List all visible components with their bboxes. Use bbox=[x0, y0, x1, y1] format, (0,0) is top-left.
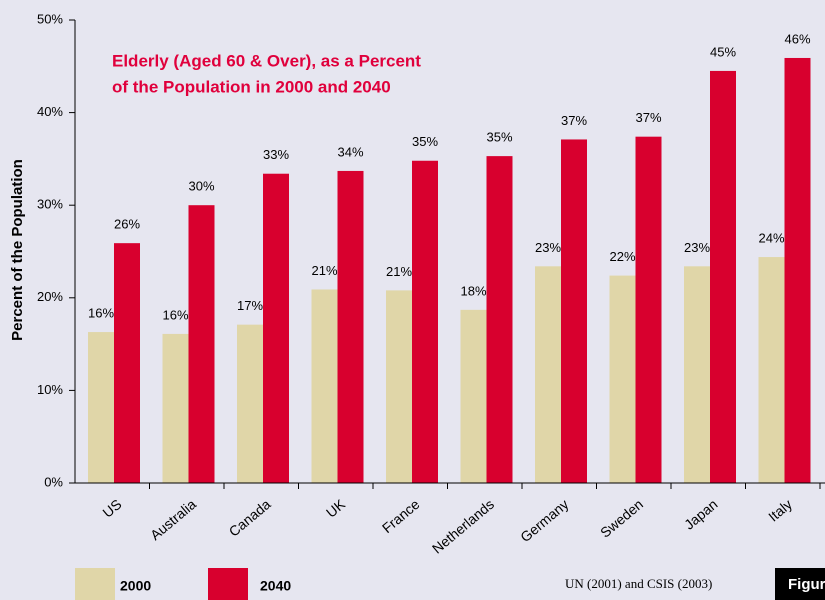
bar bbox=[311, 289, 338, 483]
data-label: 45% bbox=[710, 44, 736, 59]
data-label: 30% bbox=[188, 179, 214, 194]
bar bbox=[561, 139, 587, 484]
data-label: 24% bbox=[758, 230, 784, 245]
data-label: 46% bbox=[784, 31, 810, 46]
data-label: 17% bbox=[237, 298, 263, 313]
bar bbox=[460, 309, 487, 483]
bar bbox=[162, 333, 189, 483]
bar bbox=[114, 243, 140, 483]
data-label: 16% bbox=[162, 307, 188, 322]
source: UN (2001) and CSIS (2003) bbox=[565, 576, 712, 591]
bar bbox=[337, 170, 364, 484]
figure-label-box bbox=[775, 568, 825, 600]
y-tick-label: 10% bbox=[37, 382, 63, 397]
bar bbox=[263, 173, 289, 483]
bar bbox=[609, 275, 636, 483]
legend-label: 2040 bbox=[260, 578, 291, 594]
bar bbox=[88, 332, 114, 483]
data-label: 18% bbox=[460, 283, 486, 298]
chart-title: Elderly (Aged 60 & Over), as a Percent bbox=[112, 51, 421, 70]
data-label: 23% bbox=[535, 240, 561, 255]
data-label: 33% bbox=[263, 147, 289, 162]
bar bbox=[237, 324, 263, 483]
data-label: 26% bbox=[114, 217, 140, 232]
bar bbox=[784, 57, 811, 483]
data-label: 37% bbox=[635, 110, 661, 125]
y-tick-label: 0% bbox=[44, 474, 63, 489]
data-label: 21% bbox=[386, 264, 412, 279]
y-tick-label: 40% bbox=[37, 104, 63, 119]
legend-swatch bbox=[75, 568, 115, 600]
bar bbox=[710, 70, 736, 484]
data-label: 22% bbox=[609, 249, 635, 264]
legend-swatch bbox=[208, 568, 248, 600]
bar bbox=[486, 156, 513, 483]
bar bbox=[535, 266, 561, 483]
bar bbox=[386, 290, 412, 483]
bar bbox=[758, 257, 785, 483]
y-tick-label: 30% bbox=[37, 197, 63, 212]
bar bbox=[412, 160, 438, 483]
y-tick-label: 50% bbox=[37, 11, 63, 26]
data-label: 35% bbox=[412, 134, 438, 149]
data-label: 23% bbox=[684, 240, 710, 255]
data-label: 34% bbox=[337, 144, 363, 159]
legend-label: 2000 bbox=[120, 578, 151, 594]
data-label: 35% bbox=[486, 130, 512, 145]
data-label: 16% bbox=[88, 305, 114, 320]
y-tick-label: 20% bbox=[37, 289, 63, 304]
bar bbox=[684, 266, 710, 483]
data-label: 37% bbox=[561, 113, 587, 128]
bar bbox=[635, 136, 662, 483]
y-axis-label: Percent of the Population bbox=[9, 159, 26, 341]
figure-label: Figur bbox=[788, 576, 825, 593]
chart-title: of the Population in 2000 and 2040 bbox=[112, 77, 391, 96]
bar bbox=[188, 205, 215, 483]
data-label: 21% bbox=[311, 263, 337, 278]
